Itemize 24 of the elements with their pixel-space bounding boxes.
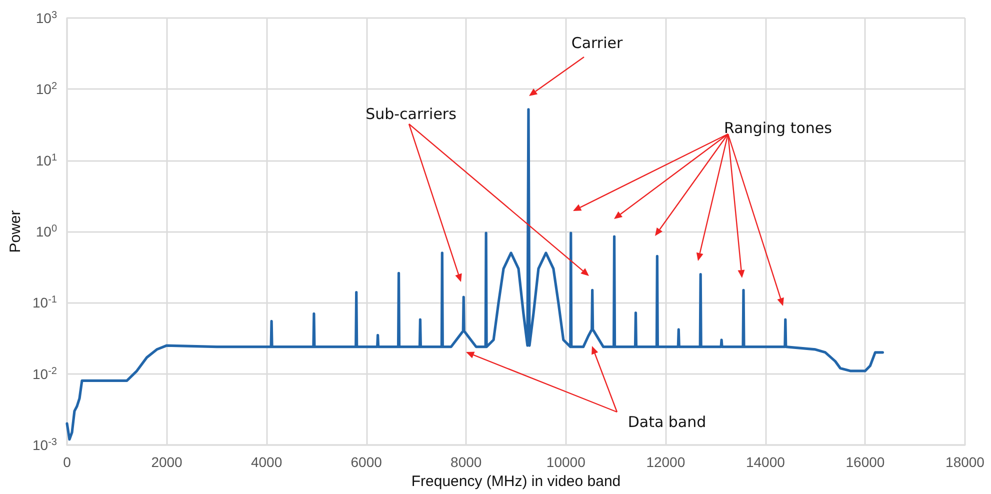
y-tick-label: 10$^{0}$ bbox=[36, 223, 58, 240]
y-tick-label: 10$^{2}$ bbox=[36, 80, 58, 98]
y-tick-label: 10$^{-3}$ bbox=[32, 436, 58, 453]
x-tick-label: 16000 bbox=[846, 454, 885, 470]
x-tick-label: 6000 bbox=[350, 454, 382, 470]
line-series bbox=[66, 108, 884, 441]
annotation: Sub-carriers bbox=[366, 105, 457, 123]
annotation: Ranging tones bbox=[724, 119, 832, 137]
x-tick-label: 18000 bbox=[946, 454, 985, 470]
y-tick-label: 10$^{-1}$ bbox=[32, 294, 58, 311]
x-tick-label: 12000 bbox=[646, 454, 686, 470]
x-tick-label: 0 bbox=[63, 454, 72, 470]
x-tick-label: 8000 bbox=[450, 454, 482, 470]
x-tick-label: 2000 bbox=[151, 454, 183, 470]
y-tick-label: 10$^{3}$ bbox=[36, 10, 58, 26]
y-tick-label: 10$^{-2}$ bbox=[32, 365, 58, 382]
x-tick-label: 14000 bbox=[746, 454, 786, 470]
x-tick-label: 4000 bbox=[250, 454, 282, 470]
annotation: Data band bbox=[628, 413, 706, 431]
x-axis-title: Frequency (MHz) in video band bbox=[411, 472, 621, 490]
annotation: Carrier bbox=[571, 34, 624, 52]
x-tick-label: 10000 bbox=[546, 454, 586, 470]
y-tick-label: 10$^{1}$ bbox=[36, 152, 58, 168]
y-axis-title: Power bbox=[7, 210, 24, 253]
